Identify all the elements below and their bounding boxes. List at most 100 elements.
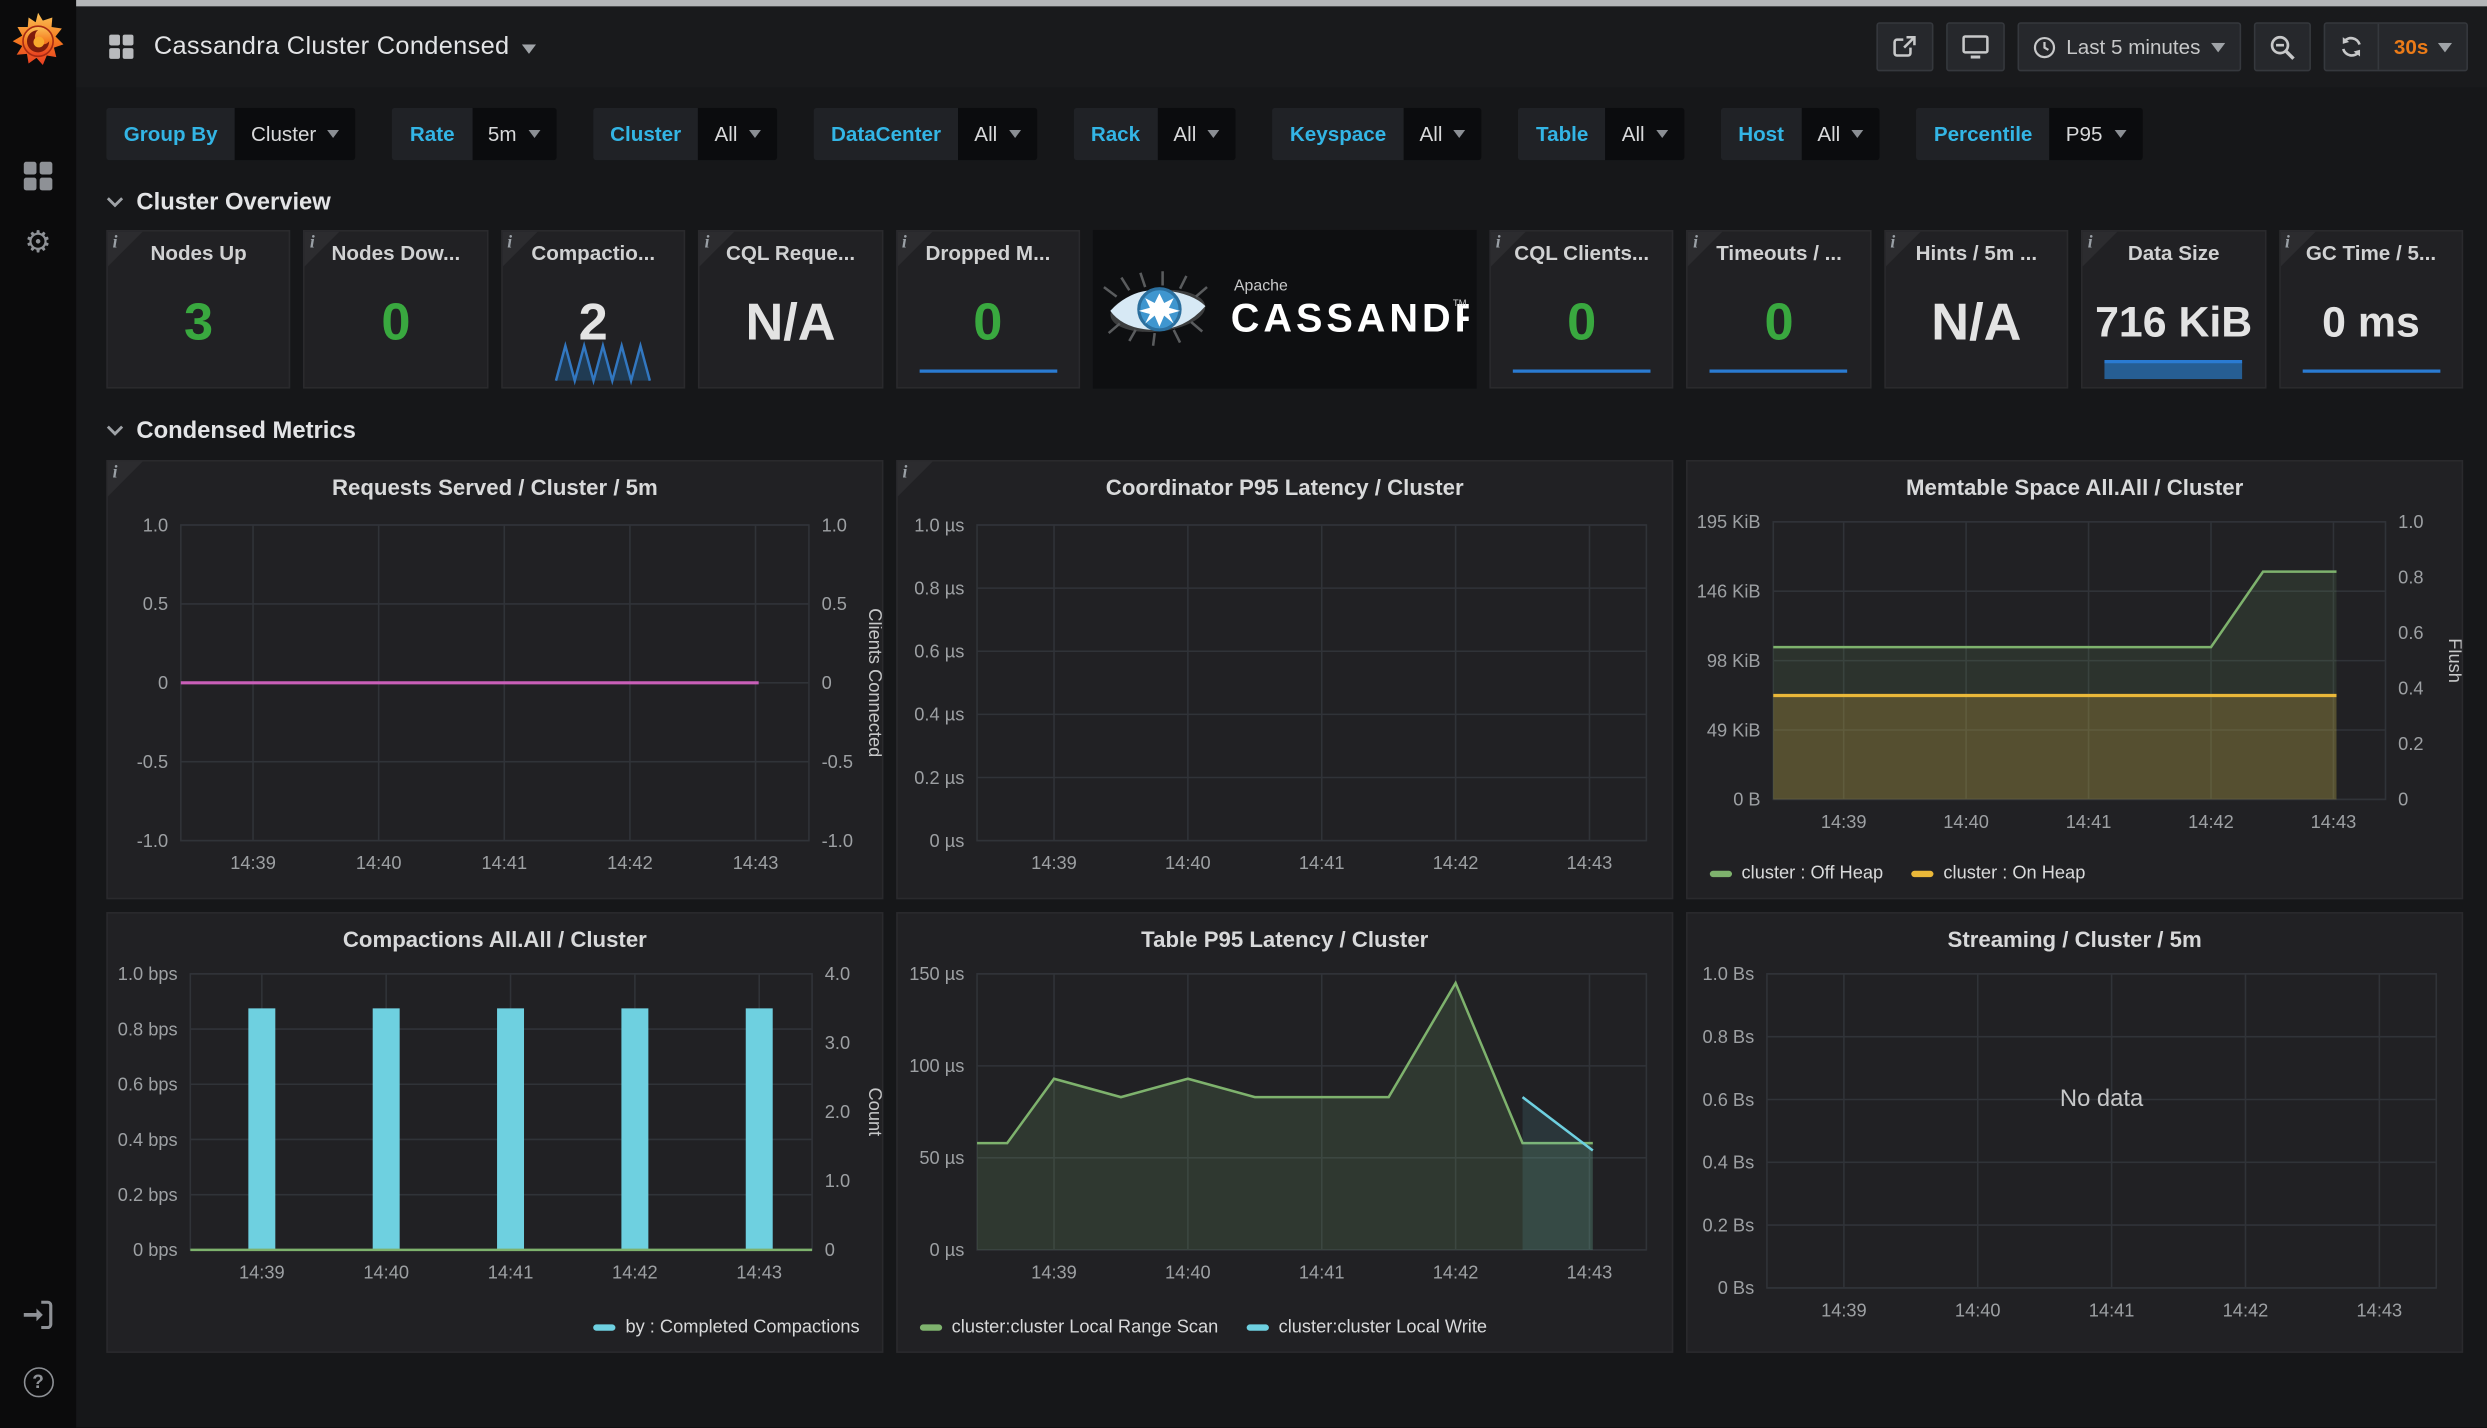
legend-item[interactable]: by : Completed Compactions bbox=[593, 1318, 860, 1337]
variable-value-dropdown[interactable]: All bbox=[1403, 107, 1483, 161]
stat-panel-data-size[interactable]: i Data Size 716 KiB bbox=[2081, 229, 2266, 389]
stat-panel-hints-5m[interactable]: i Hints / 5m ... N/A bbox=[1884, 229, 2069, 389]
variable-value: All bbox=[1621, 122, 1645, 146]
stat-value: 0 bbox=[1567, 291, 1597, 351]
panel-compactions[interactable]: Compactions All.All / Cluster 14:39 14:40… bbox=[106, 912, 886, 1353]
svg-text:1.0: 1.0 bbox=[143, 514, 168, 535]
panel-memtable-space[interactable]: Memtable Space All.All / Cluster 14:39 14… bbox=[1686, 459, 2466, 900]
legend-item[interactable]: cluster:cluster Local Range Scan bbox=[919, 1318, 1218, 1337]
chart-title[interactable]: Table P95 Latency / Cluster bbox=[1141, 926, 1429, 952]
stat-value: 0 bbox=[973, 291, 1003, 351]
variable-value-dropdown[interactable]: Cluster bbox=[235, 107, 356, 161]
stat-panel-gc-time-5[interactable]: i GC Time / 5... 0 ms bbox=[2278, 229, 2464, 389]
panel-info-icon[interactable]: i bbox=[897, 231, 933, 267]
svg-text:14:43: 14:43 bbox=[2357, 1299, 2403, 1320]
svg-text:14:41: 14:41 bbox=[481, 852, 527, 873]
variable-value-dropdown[interactable]: All bbox=[1801, 107, 1880, 161]
panel-streaming[interactable]: Streaming / Cluster / 5m 14:39 14:40 14:41… bbox=[1686, 912, 2464, 1353]
stat-title: Compactio... bbox=[531, 241, 656, 265]
chart-plot-area[interactable]: 14:39 14:40 14:41 14:42 14:43 195 KiB 146 KiB 9… bbox=[1688, 462, 2466, 898]
refresh-interval[interactable]: 30s bbox=[2380, 24, 2467, 70]
refresh-interval-label: 30s bbox=[2393, 34, 2429, 59]
stat-panel-cql-clients[interactable]: i CQL Clients... 0 bbox=[1489, 229, 1675, 389]
legend-item[interactable]: cluster:cluster Local Write bbox=[1246, 1318, 1487, 1337]
stat-value: 0 bbox=[381, 291, 411, 351]
svg-text:-1.0: -1.0 bbox=[822, 830, 853, 851]
title-caret-icon[interactable] bbox=[522, 33, 537, 62]
panel-info-icon[interactable]: i bbox=[107, 461, 143, 497]
panel-info-icon[interactable]: i bbox=[1490, 231, 1526, 267]
stat-panel-nodes-up[interactable]: i Nodes Up 3 bbox=[106, 229, 291, 389]
variable-label: Keyspace bbox=[1272, 107, 1404, 161]
svg-text:14:42: 14:42 bbox=[1433, 1261, 1479, 1282]
chart-title[interactable]: Coordinator P95 Latency / Cluster bbox=[1105, 474, 1464, 500]
stat-value: N/A bbox=[1931, 291, 2022, 351]
panel-table-p95[interactable]: Table P95 Latency / Cluster 14:39 14:40 14… bbox=[896, 912, 1674, 1353]
chart-title[interactable]: Requests Served / Cluster / 5m bbox=[331, 474, 658, 500]
panel-info-icon[interactable]: i bbox=[502, 231, 538, 267]
panel-info-icon[interactable]: i bbox=[1885, 231, 1921, 267]
panel-info-icon[interactable]: i bbox=[2280, 231, 2316, 267]
tv-mode-button[interactable] bbox=[1945, 22, 2005, 72]
legend-color-chip bbox=[1709, 870, 1733, 878]
variable-value-dropdown[interactable]: All bbox=[698, 107, 778, 161]
section-cluster-overview[interactable]: Cluster Overview bbox=[106, 181, 331, 222]
legend-item[interactable]: cluster : Off Heap bbox=[1709, 864, 1883, 883]
variable-value-dropdown[interactable]: All bbox=[1605, 107, 1685, 161]
time-picker-button[interactable]: Last 5 minutes bbox=[2017, 22, 2242, 72]
variable-value-dropdown[interactable]: P95 bbox=[2049, 107, 2143, 161]
stat-panel-nodes-dow[interactable]: i Nodes Dow... 0 bbox=[303, 229, 489, 389]
sign-in-icon[interactable] bbox=[0, 1282, 76, 1349]
variable-value-dropdown[interactable]: 5m bbox=[472, 107, 557, 161]
zoom-out-button[interactable] bbox=[2254, 22, 2312, 72]
svg-text:0.8 µs: 0.8 µs bbox=[914, 577, 964, 598]
stat-panel-dropped-m[interactable]: i Dropped M... 0 bbox=[895, 229, 1081, 389]
navbar: Cassandra Cluster Condensed bbox=[76, 6, 2487, 88]
variable-value-dropdown[interactable]: All bbox=[958, 107, 1037, 161]
stat-panel-cql-reque[interactable]: i CQL Reque... N/A bbox=[698, 229, 883, 389]
svg-text:14:39: 14:39 bbox=[230, 852, 276, 873]
refresh-icon[interactable] bbox=[2326, 23, 2380, 70]
panel-info-icon[interactable]: i bbox=[2082, 231, 2118, 267]
stat-panel-timeouts[interactable]: i Timeouts / ... 0 bbox=[1686, 229, 1872, 389]
panel-info-icon[interactable]: i bbox=[107, 231, 143, 267]
svg-text:0.4 bps: 0.4 bps bbox=[118, 1129, 178, 1150]
stats-row: i Nodes Up 3 i Nodes Dow... 0 i Compactio... 2 i C… bbox=[106, 229, 2464, 389]
svg-text:14:43: 14:43 bbox=[736, 1261, 782, 1282]
chart-plot-area[interactable]: 14:39 14:40 14:41 14:42 14:43 150 µs 100 µs 50 … bbox=[898, 914, 1672, 1352]
panel-info-icon[interactable]: i bbox=[1688, 231, 1724, 267]
tm-mark: TM bbox=[1453, 298, 1467, 309]
refresh-control[interactable]: 30s bbox=[2324, 22, 2468, 72]
stat-value: 0 bbox=[1764, 291, 1794, 351]
panel-info-icon[interactable]: i bbox=[897, 461, 933, 497]
panel-info-icon[interactable]: i bbox=[305, 231, 341, 267]
stat-value: 716 KiB bbox=[2095, 297, 2253, 345]
svg-text:1.0 bps: 1.0 bps bbox=[118, 963, 178, 984]
chart-plot-area[interactable]: 14:39 14:40 14:41 14:42 14:43 1.0 0.5 0 -0.5 -1.0… bbox=[108, 462, 886, 898]
chart-plot-area[interactable]: 14:39 14:40 14:41 14:42 14:43 1.0 Bs 0.8 Bs 0.6… bbox=[1688, 914, 2462, 1352]
settings-gear-icon[interactable]: ⚙ bbox=[24, 225, 52, 261]
stat-panel-compactio[interactable]: i Compactio... 2 bbox=[500, 229, 686, 389]
variable-value-dropdown[interactable]: All bbox=[1157, 107, 1236, 161]
chart-title[interactable]: Memtable Space All.All / Cluster bbox=[1905, 474, 2244, 500]
dashboards-icon[interactable] bbox=[0, 143, 76, 210]
legend-item[interactable]: cluster : On Heap bbox=[1911, 864, 2085, 883]
panel-info-icon[interactable]: i bbox=[699, 231, 735, 267]
stat-title: Nodes Up bbox=[150, 241, 247, 265]
section-condensed-metrics[interactable]: Condensed Metrics bbox=[106, 409, 356, 450]
help-icon[interactable]: ? bbox=[0, 1348, 76, 1415]
dashboard-title[interactable]: Cassandra Cluster Condensed bbox=[153, 32, 510, 60]
dashboard-grid-icon[interactable] bbox=[108, 33, 135, 60]
panel-requests-served[interactable]: i Requests Served / Cluster / 5m 14:39 14… bbox=[106, 459, 886, 900]
chart-plot-area[interactable]: 14:39 14:40 14:41 14:42 14:43 1.0 bps 0.8 bps 0… bbox=[108, 914, 886, 1352]
share-button[interactable] bbox=[1875, 22, 1934, 72]
svg-text:0.5: 0.5 bbox=[822, 593, 847, 614]
chart-title[interactable]: Compactions All.All / Cluster bbox=[342, 926, 647, 952]
panel-coordinator-p95[interactable]: i Coordinator P95 Latency / Cluster 14:3… bbox=[896, 459, 1674, 900]
stat-sparkline bbox=[503, 333, 684, 387]
chart-title[interactable]: Streaming / Cluster / 5m bbox=[1947, 926, 2202, 952]
variable-label: Cluster bbox=[592, 107, 699, 161]
chart-plot-area[interactable]: 14:39 14:40 14:41 14:42 14:43 1.0 µs 0.8 µs 0.6… bbox=[898, 462, 1672, 898]
grafana-logo[interactable] bbox=[0, 0, 76, 82]
variable-value: All bbox=[1419, 122, 1443, 146]
